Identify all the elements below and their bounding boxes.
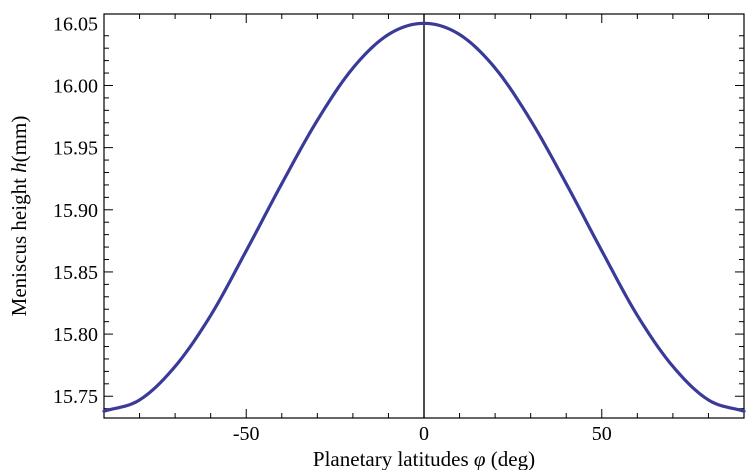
y-tick-label: 15.80 [53, 324, 98, 346]
y-axis-ticks: 15.75 15.80 15.85 15.90 15.95 16.00 16.05 [53, 13, 744, 410]
series-line [102, 21, 746, 413]
x-axis-title-prefix: Planetary latitudes [313, 447, 474, 470]
y-tick-label: 15.75 [53, 386, 98, 408]
y-axis-title-prefix: Meniscus height [7, 173, 31, 316]
x-tick-label: 50 [592, 423, 612, 445]
y-tick-label: 16.00 [53, 75, 98, 97]
x-tick-label: 0 [419, 423, 429, 445]
y-axis-title: Meniscus height h(mm) [7, 116, 31, 317]
x-axis-title-suffix: (deg) [486, 447, 536, 470]
y-axis-title-symbol: h [7, 162, 31, 173]
x-axis-title: Planetary latitudes φ (deg) [313, 447, 535, 470]
y-tick-label: 15.85 [53, 262, 98, 284]
y-axis-title-suffix: (mm) [7, 116, 31, 163]
y-tick-label: 16.05 [53, 13, 98, 35]
x-axis-title-symbol: φ [474, 447, 486, 470]
x-axis-ticks: -50 0 50 [139, 14, 709, 445]
y-tick-label: 15.95 [53, 138, 98, 160]
y-tick-label: 15.90 [53, 200, 98, 222]
x-tick-label: -50 [233, 423, 260, 445]
